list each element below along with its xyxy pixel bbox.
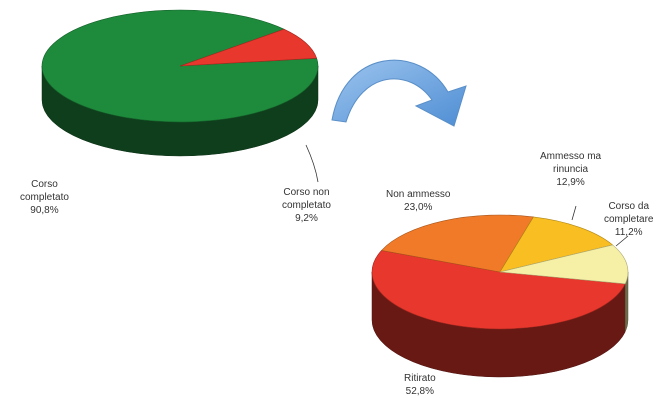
- curved-arrow-icon: [331, 59, 467, 127]
- leader-line-ammesso-ma-rinuncia: [571, 205, 577, 221]
- pie-slice-non-ammesso: [380, 214, 534, 273]
- pie-slice-corso-completato: [41, 9, 319, 123]
- pie-chart-non-completion: [371, 214, 629, 378]
- label-corso-da-completare: Corso da completare 11,2%: [604, 201, 654, 238]
- label-corso-completato: Corso completato 90,8%: [20, 179, 69, 216]
- label-ritirato: Ritirato 52,8%: [404, 373, 436, 397]
- pie-slice-corso-non-completato: [179, 28, 318, 67]
- leader-line-corso-non-completato: [305, 144, 319, 183]
- pie-chart-completion: [41, 9, 319, 157]
- leader-lines: [305, 144, 629, 247]
- pie-slice-corso-da-completare: [499, 244, 629, 285]
- label-ammesso-ma-rinuncia: Ammesso ma rinuncia 12,9%: [540, 151, 602, 188]
- pie-slice-ritirato: [371, 250, 626, 330]
- label-corso-non-completato: Corso non completato 9,2%: [282, 187, 331, 224]
- label-non-ammesso: Non ammesso 23,0%: [386, 189, 451, 213]
- leader-line-corso-da-completare: [615, 235, 629, 247]
- pie-slice-ammesso-ma-rinuncia: [499, 216, 614, 273]
